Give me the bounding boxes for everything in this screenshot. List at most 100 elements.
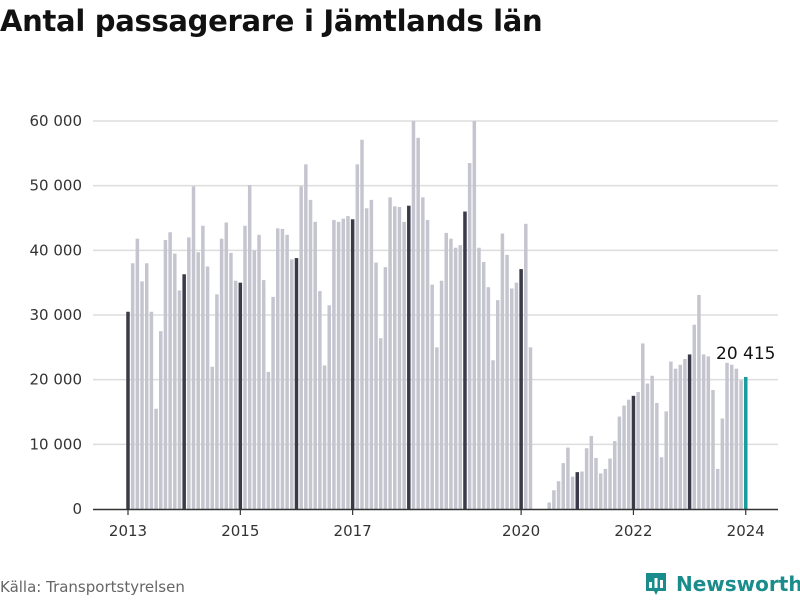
bar bbox=[720, 418, 725, 509]
x-tick-label: 2013 bbox=[109, 522, 147, 540]
bar bbox=[556, 481, 561, 509]
bar bbox=[636, 391, 640, 509]
y-tick-label: 60 000 bbox=[30, 112, 83, 130]
bar bbox=[182, 274, 186, 509]
last-value-label: 20 415 bbox=[716, 344, 775, 364]
bar bbox=[294, 258, 299, 509]
bar bbox=[397, 207, 402, 509]
bar bbox=[449, 238, 453, 509]
bar bbox=[519, 269, 523, 509]
bars bbox=[126, 121, 748, 510]
bar bbox=[430, 284, 434, 509]
bar bbox=[355, 164, 360, 509]
bar bbox=[495, 300, 500, 509]
bar bbox=[402, 221, 406, 509]
bar bbox=[570, 476, 575, 509]
bar bbox=[481, 261, 486, 509]
bar bbox=[528, 347, 533, 509]
bar bbox=[650, 375, 654, 509]
bar bbox=[641, 343, 645, 509]
bar bbox=[524, 223, 528, 509]
bar bbox=[491, 360, 495, 509]
bar bbox=[191, 186, 196, 509]
bar bbox=[486, 287, 491, 509]
bar bbox=[435, 347, 439, 509]
bar bbox=[580, 471, 584, 509]
bar bbox=[612, 441, 617, 509]
bar bbox=[453, 247, 458, 509]
y-tick-label: 30 000 bbox=[30, 306, 83, 324]
bar bbox=[135, 238, 140, 509]
x-tick-label: 2017 bbox=[334, 522, 372, 540]
bar-chart: 0 10 000 20 000 30 000 40 000 50 000 60 000 20… bbox=[30, 112, 778, 540]
bar bbox=[645, 383, 650, 509]
bar bbox=[196, 252, 200, 509]
bar bbox=[463, 211, 467, 509]
bar bbox=[407, 205, 411, 509]
bar bbox=[444, 232, 448, 509]
bar bbox=[252, 250, 257, 509]
bar bbox=[276, 228, 280, 509]
bar bbox=[341, 218, 346, 509]
bar bbox=[163, 239, 168, 510]
bar bbox=[327, 305, 331, 509]
bar bbox=[261, 280, 266, 509]
bar bbox=[393, 206, 397, 510]
bar bbox=[729, 364, 734, 509]
y-tick-label: 20 000 bbox=[30, 371, 83, 389]
bar bbox=[678, 364, 682, 509]
bar bbox=[701, 354, 706, 509]
bar bbox=[332, 219, 336, 509]
bar bbox=[673, 368, 678, 509]
bar bbox=[388, 197, 392, 509]
bar bbox=[622, 405, 626, 509]
bar bbox=[205, 266, 210, 509]
bar bbox=[224, 222, 229, 509]
bar bbox=[711, 390, 715, 509]
bar bbox=[346, 216, 350, 509]
chart-title: Antal passagerare i Jämtlands län bbox=[0, 4, 543, 38]
y-axis-ticks: 0 10 000 20 000 30 000 40 000 50 000 60 000 bbox=[30, 112, 83, 518]
bar bbox=[168, 232, 172, 510]
y-tick-label: 50 000 bbox=[30, 177, 83, 195]
bar bbox=[715, 468, 720, 509]
bar bbox=[144, 263, 149, 509]
bar bbox=[308, 199, 313, 509]
bar bbox=[280, 228, 285, 510]
bar bbox=[439, 280, 444, 509]
annotation: 20 415 bbox=[716, 344, 775, 364]
bar bbox=[739, 380, 743, 509]
bar bbox=[547, 502, 551, 509]
bar bbox=[734, 368, 739, 509]
bar bbox=[744, 376, 748, 509]
brand-logo[interactable]: Newsworthy bbox=[644, 569, 800, 599]
bar bbox=[561, 463, 565, 509]
bar bbox=[472, 121, 477, 509]
bar bbox=[505, 254, 509, 509]
bar bbox=[304, 164, 308, 509]
bar bbox=[130, 263, 135, 509]
bar bbox=[683, 358, 687, 509]
bar bbox=[154, 408, 158, 509]
bar bbox=[692, 324, 697, 509]
bar bbox=[425, 219, 430, 509]
bar bbox=[725, 362, 729, 509]
bar bbox=[266, 371, 271, 509]
bar bbox=[603, 468, 608, 509]
bar bbox=[247, 185, 252, 509]
bar bbox=[659, 457, 664, 509]
bar bbox=[608, 458, 612, 509]
bar bbox=[575, 472, 580, 509]
bar bbox=[126, 311, 130, 509]
y-tick-label: 0 bbox=[72, 500, 82, 518]
bar bbox=[552, 490, 556, 509]
bar bbox=[219, 238, 224, 509]
bar bbox=[285, 234, 289, 509]
bar bbox=[416, 137, 420, 509]
x-tick-label: 2024 bbox=[727, 522, 765, 540]
bar bbox=[238, 282, 243, 509]
bar bbox=[177, 290, 182, 509]
bar bbox=[383, 267, 388, 509]
bar bbox=[687, 354, 692, 509]
bar bbox=[374, 262, 378, 509]
